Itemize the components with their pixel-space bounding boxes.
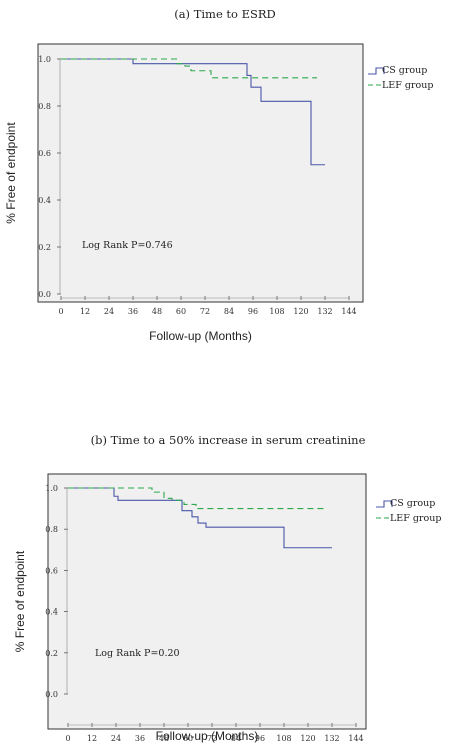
x-tick-label: 60 — [176, 307, 186, 316]
y-tick-label: 0.6 — [45, 566, 58, 575]
y-tick-label: 0.0 — [38, 290, 51, 299]
x-tick-label: 144 — [348, 734, 363, 743]
x-tick-label: 72 — [200, 307, 210, 316]
series-line-cs-group — [61, 58, 325, 166]
chart-panel-b: (b) Time to a 50% increase in serum crea… — [13, 433, 441, 743]
x-tick-label: 48 — [152, 307, 162, 316]
x-tick-label: 0 — [58, 307, 63, 316]
log-rank-annotation: Log Rank P=0.746 — [82, 240, 173, 251]
y-axis-label: % Free of endpoint — [4, 122, 18, 224]
x-tick-label: 108 — [276, 734, 291, 743]
x-tick-label: 36 — [135, 734, 145, 743]
y-tick-label: 0.8 — [45, 525, 58, 534]
x-tick-label: 60 — [183, 734, 193, 743]
legend-label: LEF group — [382, 80, 433, 91]
x-tick-label: 72 — [207, 734, 217, 743]
series-line-lef-group — [61, 58, 317, 79]
x-tick-label: 96 — [255, 734, 265, 743]
chart-title: (a) Time to ESRD — [174, 7, 276, 21]
legend-label: CS group — [390, 498, 435, 509]
y-tick-label: 0.8 — [38, 102, 51, 111]
y-tick-label: 0.0 — [45, 690, 58, 699]
x-tick-label: 120 — [293, 307, 308, 316]
y-axis-label: % Free of endpoint — [13, 550, 27, 652]
legend-label: CS group — [382, 65, 427, 76]
x-axis-label: Follow-up (Months) — [149, 329, 252, 343]
x-tick-label: 120 — [300, 734, 315, 743]
y-tick-label: 0.2 — [45, 649, 58, 658]
x-tick-label: 132 — [317, 307, 332, 316]
y-tick-label: 1.0 — [38, 55, 51, 64]
chart-panel-a: (a) Time to ESRD 0.0 0.2 0.4 0.6 0.8 1.0 0 12 24 3… — [4, 7, 433, 343]
x-tick-label: 0 — [65, 734, 70, 743]
plot-area — [47, 473, 367, 730]
series-line-lef-group — [68, 487, 324, 510]
y-tick-label: 0.4 — [45, 608, 58, 617]
legend-label: LEF group — [390, 513, 441, 524]
y-tick-label: 0.6 — [38, 149, 51, 158]
y-tick-label: 1.0 — [45, 484, 58, 493]
x-tick-label: 84 — [224, 307, 234, 316]
legend-swatch — [376, 500, 393, 508]
x-tick-label: 48 — [159, 734, 169, 743]
chart-title: (b) Time to a 50% increase in serum crea… — [91, 433, 366, 447]
x-tick-label: 108 — [269, 307, 284, 316]
x-tick-label: 24 — [111, 734, 121, 743]
x-tick-label: 132 — [324, 734, 339, 743]
x-tick-label: 96 — [248, 307, 258, 316]
series-line-cs-group — [68, 487, 332, 549]
x-tick-label: 24 — [104, 307, 114, 316]
x-tick-label: 84 — [231, 734, 241, 743]
x-tick-label: 144 — [341, 307, 356, 316]
x-tick-label: 36 — [128, 307, 138, 316]
plot-area — [37, 43, 364, 303]
x-tick-label: 12 — [80, 307, 90, 316]
log-rank-annotation: Log Rank P=0.20 — [95, 648, 180, 659]
legend-swatch — [368, 67, 385, 75]
x-tick-label: 12 — [87, 734, 97, 743]
y-tick-label: 0.4 — [38, 196, 51, 205]
x-axis-label: Follow-up (Months) — [156, 729, 259, 743]
y-tick-label: 0.2 — [38, 243, 51, 252]
